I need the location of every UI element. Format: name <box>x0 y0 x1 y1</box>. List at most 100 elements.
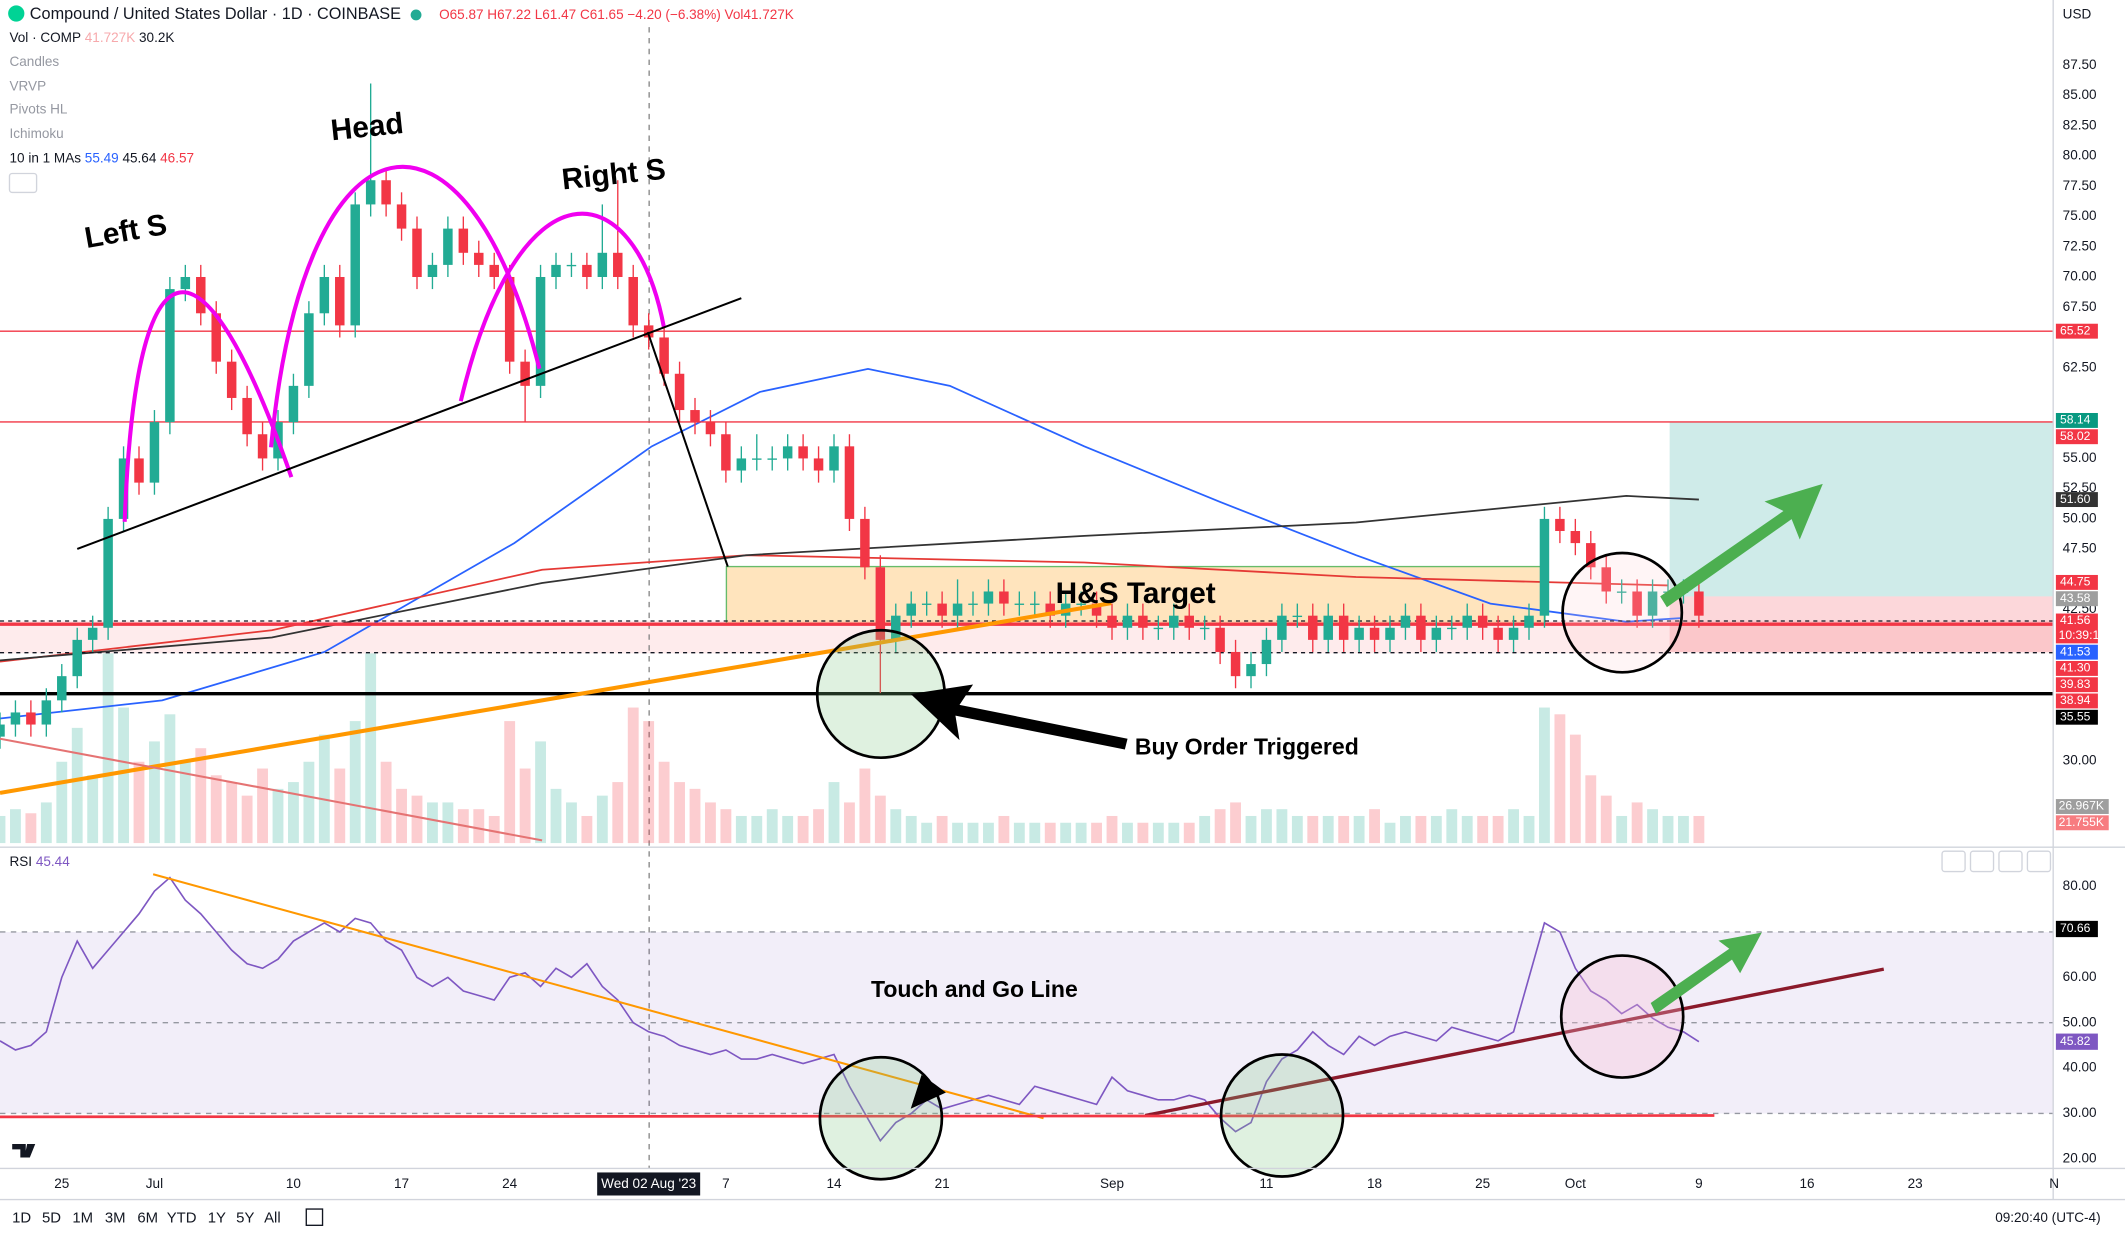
volume-bar <box>504 721 516 844</box>
calendar-icon[interactable] <box>305 1208 324 1226</box>
candle-body <box>1369 627 1380 640</box>
x-tick-label: 11 <box>1259 1176 1273 1191</box>
candle-layer <box>0 83 1704 749</box>
price-badge <box>2055 693 2098 709</box>
clock: 09:20:40 (UTC-4) <box>1995 1210 2100 1225</box>
y-tick-label: 87.50 <box>2063 57 2097 72</box>
candle-body <box>427 264 438 277</box>
candle-body <box>1246 664 1256 677</box>
range-button[interactable]: All <box>264 1210 281 1226</box>
volume-bar <box>519 768 531 844</box>
candle-body <box>952 603 963 616</box>
candle-body <box>767 458 777 460</box>
candle-body <box>1524 615 1534 628</box>
rsi-downtrend <box>152 873 1044 1120</box>
legend-indicator[interactable]: Ichimoku <box>9 126 63 141</box>
volume-bar <box>40 802 52 844</box>
price-badge <box>2055 644 2098 660</box>
volume-bar <box>983 822 994 844</box>
candle-body <box>1076 603 1086 605</box>
candle-body <box>226 361 237 398</box>
volume-bar <box>921 822 933 844</box>
range-button[interactable]: 1Y <box>208 1210 226 1226</box>
rsi-circle <box>1559 954 1685 1079</box>
collapse-button[interactable] <box>8 172 38 194</box>
candle-body <box>1385 627 1395 640</box>
volume-bar <box>1060 822 1072 844</box>
head-arc <box>269 165 542 448</box>
volume-bar <box>952 822 963 844</box>
y-tick-label: 30.00 <box>2063 752 2097 767</box>
candle-body <box>566 264 577 267</box>
legend-indicator[interactable]: Candles <box>9 54 59 69</box>
x-tick-label: 24 <box>502 1176 518 1191</box>
price-badge-timer: 10:39:19 <box>2059 628 2107 642</box>
candle-body <box>211 313 221 362</box>
candle-body <box>103 518 113 628</box>
volume-bar <box>566 802 577 844</box>
range-button[interactable]: 3M <box>105 1210 126 1226</box>
range-button[interactable]: 6M <box>137 1210 158 1226</box>
ohlc-item: O65.87 <box>439 6 483 21</box>
volume-bar <box>1261 809 1272 844</box>
support-band <box>0 620 2054 654</box>
volume-bar <box>1384 822 1396 844</box>
y-tick-label: 77.50 <box>2063 178 2097 193</box>
range-button[interactable]: 5Y <box>236 1210 254 1226</box>
pane-button[interactable] <box>1969 850 1995 873</box>
x-tick-label: Jul <box>146 1176 163 1191</box>
candle-body <box>1184 615 1194 628</box>
x-tick-label: 17 <box>394 1176 409 1191</box>
rsi-badge-label: 45.82 <box>2060 1034 2091 1048</box>
range-button[interactable]: 1D <box>12 1210 31 1226</box>
pane-button[interactable] <box>2026 850 2052 873</box>
price-badge <box>2055 574 2098 590</box>
y-tick-label: 72.50 <box>2063 238 2097 253</box>
axes: 87.50 85.00 82.50 80.00 77.50 75.00 72.50 70.00… <box>0 0 2125 1200</box>
candle-body <box>1431 627 1442 640</box>
candle-body <box>1261 639 1272 665</box>
candle-body <box>721 434 731 471</box>
volume-bar <box>349 721 361 844</box>
volume-bar <box>1600 795 1612 844</box>
rsi-line <box>0 876 1700 1143</box>
candle-body <box>0 724 5 737</box>
candle-body <box>551 264 561 277</box>
candle-body <box>613 252 623 277</box>
candle-body <box>1555 518 1565 532</box>
candle-body <box>196 276 206 314</box>
volume-bar <box>813 809 824 844</box>
volume-bar <box>10 809 21 844</box>
target-zone <box>1669 421 2054 597</box>
candle-body <box>1045 603 1055 616</box>
range-button[interactable]: 1M <box>72 1210 93 1226</box>
y-tick-label: 50.00 <box>2063 510 2097 525</box>
volume-bar <box>1523 815 1535 844</box>
volume-bar <box>936 815 948 844</box>
y-tick-label: 85.00 <box>2063 87 2097 102</box>
pane-button[interactable] <box>1941 850 1966 873</box>
candle-body <box>1400 615 1411 628</box>
candle-body <box>983 591 994 604</box>
volume-bar <box>1353 815 1365 844</box>
rsi-tick-label: 20.00 <box>2063 1150 2097 1165</box>
volume-bar <box>998 815 1010 844</box>
legend-indicator[interactable]: Pivots HL <box>9 101 67 116</box>
currency[interactable]: USD <box>2063 6 2092 21</box>
candle-body <box>844 446 855 519</box>
candle-body <box>1493 627 1503 640</box>
volume-bar <box>179 761 191 844</box>
range-button[interactable]: 5D <box>42 1210 61 1226</box>
candle-body <box>474 252 484 265</box>
legend-indicator[interactable]: VRVP <box>9 78 46 93</box>
legend-value: 30.2K <box>139 30 174 45</box>
volume-badge-label: 26.967K <box>2059 799 2104 813</box>
price-badge <box>2055 323 2098 339</box>
legend-value: 45.64 <box>122 150 156 165</box>
range-button[interactable]: YTD <box>167 1210 197 1226</box>
price-badge <box>2055 429 2098 445</box>
pane-button[interactable] <box>1998 850 2023 873</box>
candle-body <box>319 276 330 314</box>
candle-body <box>875 567 886 640</box>
volume-bar <box>1122 822 1133 844</box>
